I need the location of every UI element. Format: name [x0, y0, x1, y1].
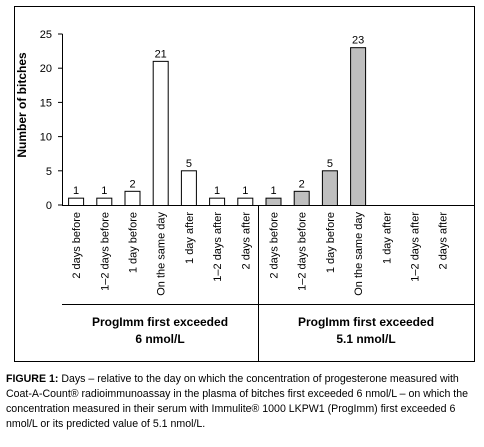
data-label-g2-3: 5	[327, 158, 333, 170]
category-label-g2-1: 2 days before	[269, 212, 281, 279]
y-tick-label-5: 5	[46, 166, 52, 178]
y-tick-label-15: 15	[40, 97, 52, 109]
category-label-g2-6: 1–2 days after	[410, 212, 422, 282]
group-label-2-line2: 5.1 nmol/L	[336, 332, 395, 346]
data-label-g1-1: 1	[73, 185, 79, 197]
category-label-g1-1: 2 days before	[71, 212, 83, 279]
bar-g2-4	[350, 47, 367, 207]
y-tick-label-0: 0	[46, 200, 52, 212]
data-label-g1-6: 1	[214, 185, 220, 197]
bar-g2-1	[265, 197, 282, 207]
y-tick-label-10: 10	[40, 132, 52, 144]
category-label-g1-3: 1 day before	[128, 212, 140, 273]
category-label-g1-4: On the same day	[156, 212, 168, 296]
group-label-2-line1: ProgImm first exceeded	[298, 315, 434, 329]
bar-g2-3	[321, 170, 338, 207]
bars	[68, 47, 367, 207]
figure-caption-text: Days – relative to the day on which the …	[6, 373, 469, 430]
bar-g1-2	[96, 197, 113, 207]
data-label-g1-2: 1	[101, 185, 107, 197]
bar-g1-4	[152, 60, 169, 206]
data-label-g1-5: 5	[186, 158, 192, 170]
category-label-g1-2: 1–2 days before	[99, 212, 111, 291]
bar-g1-6	[209, 197, 226, 207]
category-label-g1-5: 1 day after	[184, 212, 196, 264]
figure-caption: FIGURE 1: Days – relative to the day on …	[6, 372, 478, 432]
category-label-g2-5: 1 day after	[381, 212, 393, 264]
group-label-1-line1: ProgImm first exceeded	[92, 315, 228, 329]
y-axis-label: Number of bitches	[15, 52, 29, 158]
category-label-g2-3: 1 day before	[325, 212, 337, 273]
data-labels: 1 1 2 21 5 1 1 1 2 5 23	[73, 35, 364, 197]
chart-frame	[14, 6, 475, 362]
bar-g1-5	[180, 170, 197, 207]
y-tick-label-25: 25	[40, 29, 52, 41]
category-label-g2-2: 1–2 days before	[297, 212, 309, 291]
data-label-g2-2: 2	[299, 178, 305, 190]
category-label-g2-7: 2 days after	[438, 212, 450, 270]
y-tick-label-20: 20	[40, 63, 52, 75]
data-label-g2-1: 1	[270, 185, 276, 197]
data-label-g2-4: 23	[352, 35, 364, 47]
category-label-g1-7: 2 days after	[240, 212, 252, 270]
category-label-g1-6: 1–2 days after	[212, 212, 224, 282]
bar-g1-3	[124, 190, 141, 207]
data-label-g1-4: 21	[155, 48, 167, 60]
bar-g1-1	[68, 197, 85, 207]
bar-g1-7	[237, 197, 254, 207]
y-axis-ticks: 0 5 10 15 20 25	[40, 29, 63, 212]
bar-g2-2	[293, 190, 310, 207]
data-label-g1-7: 1	[242, 185, 248, 197]
data-label-g1-3: 2	[129, 178, 135, 190]
category-labels: 2 days before 1–2 days before 1 day before…	[71, 212, 450, 296]
group-label-1-line2: 6 nmol/L	[135, 332, 184, 346]
figure-caption-label: FIGURE 1:	[6, 373, 59, 385]
category-label-g2-4: On the same day	[353, 212, 365, 296]
